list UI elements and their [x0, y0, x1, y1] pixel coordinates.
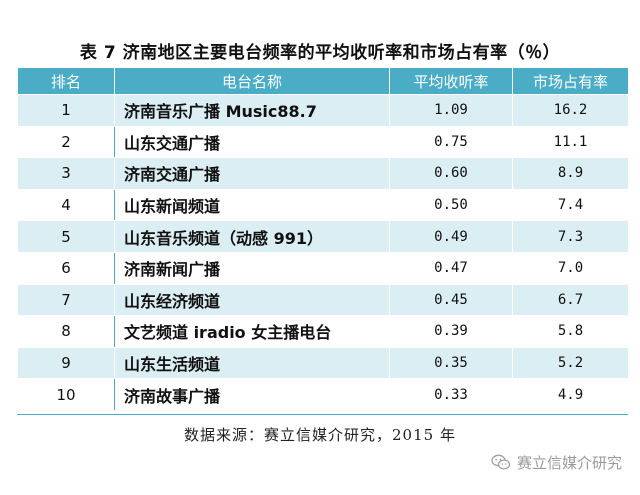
rank-cell: 7 — [17, 283, 115, 317]
station-name-cell: 山东经济频道 — [114, 283, 390, 317]
avg-rating-cell: 0.49 — [389, 220, 513, 253]
table-row: 2 山东交通广播 0.75 11.1 — [17, 125, 629, 159]
station-name-cell: 济南故事广播 — [114, 378, 390, 411]
avg-rating-cell: 0.50 — [389, 188, 513, 222]
rank-cell: 5 — [17, 220, 115, 253]
header-avg-rating: 平均收听率 — [389, 67, 513, 95]
station-name-cell: 文艺频道 iradio 女主播电台 — [114, 315, 390, 348]
avg-rating-cell: 0.35 — [389, 346, 513, 380]
market-share-cell: 5.8 — [512, 315, 629, 348]
table-row: 3 济南交通广播 0.60 8.9 — [17, 157, 629, 190]
table-row: 7 山东经济频道 0.45 6.7 — [17, 283, 629, 317]
avg-rating-cell: 0.39 — [389, 315, 513, 348]
avg-rating-cell: 1.09 — [389, 94, 513, 127]
table-row: 9 山东生活频道 0.35 5.2 — [17, 346, 629, 380]
market-share-cell: 11.1 — [512, 125, 629, 159]
rank-cell: 3 — [17, 157, 115, 190]
data-source-note: 数据来源：赛立信媒介研究，2015 年 — [184, 426, 456, 444]
watermark: 赛立信媒介研究 — [491, 452, 622, 473]
station-name-cell: 山东交通广播 — [114, 125, 390, 159]
market-share-cell: 16.2 — [512, 94, 629, 127]
rank-cell: 1 — [17, 94, 115, 127]
station-name-cell: 山东生活频道 — [114, 346, 390, 380]
rank-cell: 2 — [17, 125, 115, 159]
rank-cell: 6 — [17, 251, 115, 285]
market-share-cell: 4.9 — [512, 378, 629, 411]
table-header-row: 排名 电台名称 平均收听率 市场占有率 — [17, 67, 629, 95]
market-share-cell: 5.2 — [512, 346, 629, 380]
header-market-share: 市场占有率 — [512, 67, 629, 95]
station-name-cell: 山东新闻频道 — [114, 188, 390, 222]
rank-cell: 9 — [17, 346, 115, 380]
market-share-cell: 7.0 — [512, 251, 629, 285]
avg-rating-cell: 0.75 — [389, 125, 513, 159]
station-name-cell: 济南音乐广播 Music88.7 — [114, 94, 390, 127]
avg-rating-cell: 0.47 — [389, 251, 513, 285]
table-row: 10 济南故事广播 0.33 4.9 — [17, 378, 629, 411]
header-rank: 排名 — [17, 67, 115, 95]
market-share-cell: 6.7 — [512, 283, 629, 317]
table-row: 1 济南音乐广播 Music88.7 1.09 16.2 — [17, 94, 629, 127]
market-share-cell: 7.4 — [512, 188, 629, 222]
avg-rating-cell: 0.45 — [389, 283, 513, 317]
table-row: 5 山东音乐频道（动感 991） 0.49 7.3 — [17, 220, 629, 253]
watermark-text: 赛立信媒介研究 — [516, 454, 622, 472]
rank-cell: 10 — [17, 378, 115, 411]
station-name-cell: 山东音乐频道（动感 991） — [114, 220, 390, 253]
avg-rating-cell: 0.33 — [389, 378, 513, 411]
market-share-cell: 7.3 — [512, 220, 629, 253]
market-share-cell: 8.9 — [512, 157, 629, 190]
rank-cell: 4 — [17, 188, 115, 222]
station-name-cell: 济南新闻广播 — [114, 251, 390, 285]
wechat-icon — [491, 454, 511, 470]
table-row: 8 文艺频道 iradio 女主播电台 0.39 5.8 — [17, 315, 629, 348]
ranking-table: 排名 电台名称 平均收听率 市场占有率 1 济南音乐广播 Music88.7 1.0… — [17, 67, 629, 411]
avg-rating-cell: 0.60 — [389, 157, 513, 190]
table-row: 6 济南新闻广播 0.47 7.0 — [17, 251, 629, 285]
station-name-cell: 济南交通广播 — [114, 157, 390, 190]
table-body: 1 济南音乐广播 Music88.7 1.09 16.2 2 山东交通广播 0.75 11.1… — [17, 94, 629, 411]
table-bottom-rule — [17, 414, 628, 415]
table-title: 表 7 济南地区主要电台频率的平均收听率和市场占有率（％） — [79, 43, 561, 63]
table-row: 4 山东新闻频道 0.50 7.4 — [17, 188, 629, 222]
rank-cell: 8 — [17, 315, 115, 348]
header-station-name: 电台名称 — [114, 67, 390, 95]
